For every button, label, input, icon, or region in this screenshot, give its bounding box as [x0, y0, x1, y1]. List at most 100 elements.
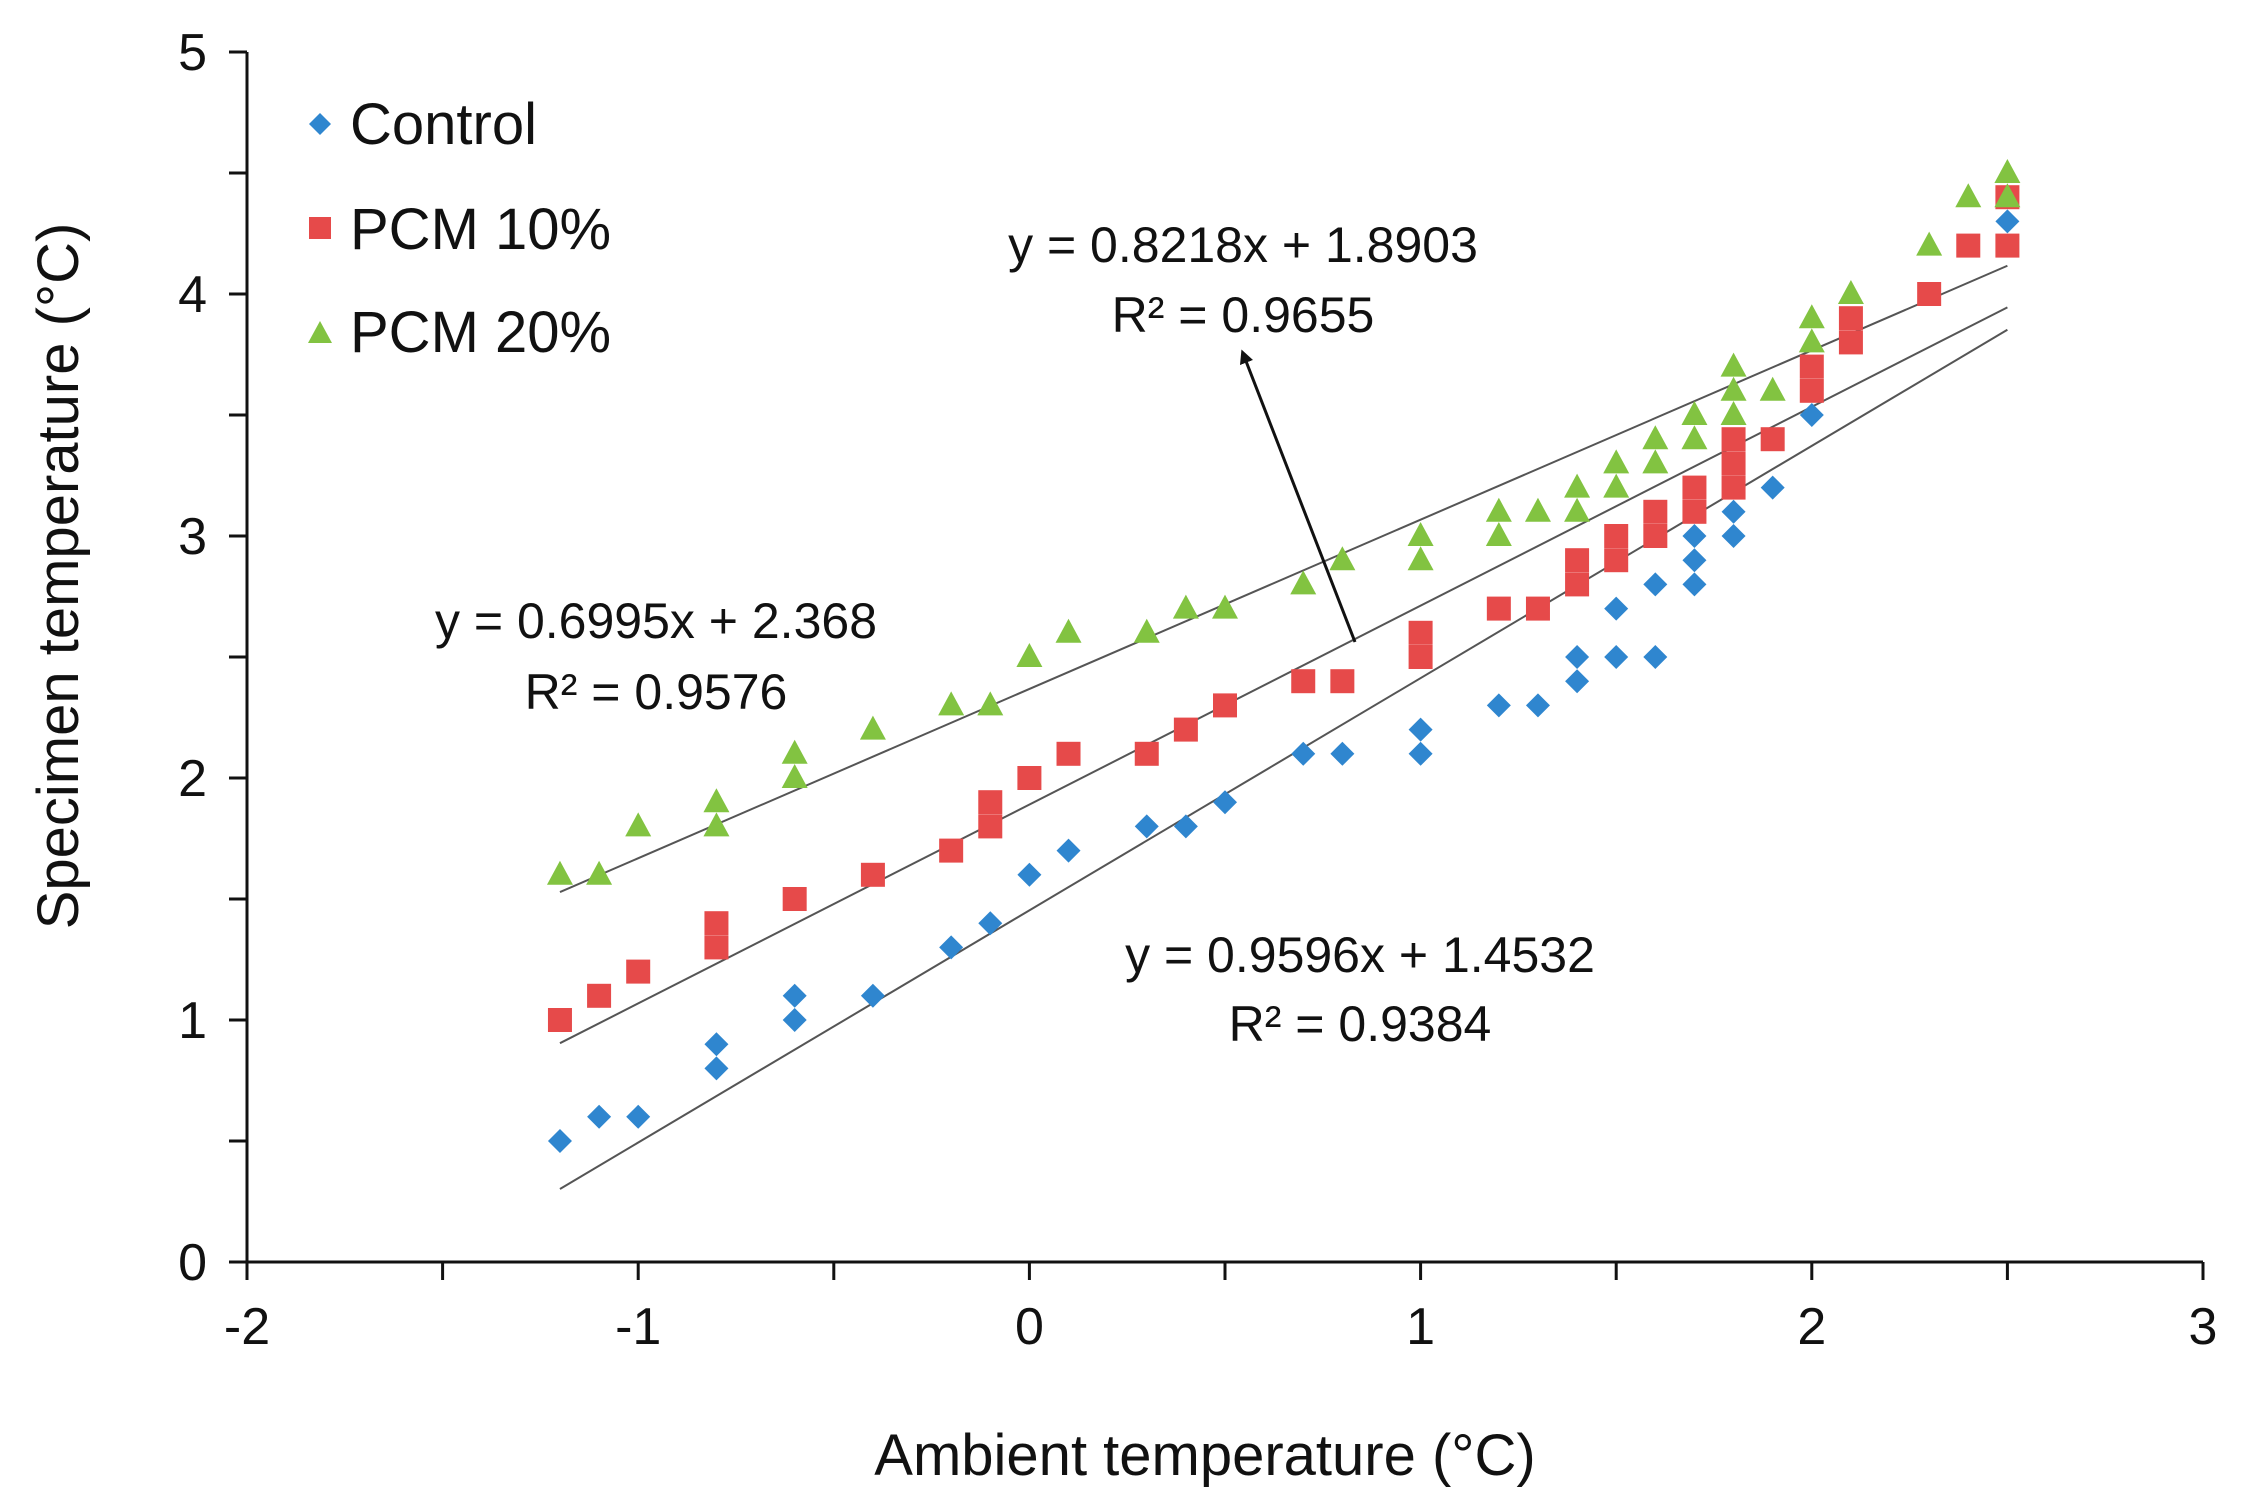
point-pcm20 — [1994, 183, 2021, 208]
point-pcm20 — [781, 739, 808, 764]
point-control — [1604, 596, 1629, 621]
legend-item-pcm10: PCM 10% — [309, 197, 611, 262]
point-pcm10 — [1721, 427, 1746, 452]
point-pcm20 — [1759, 376, 1786, 401]
point-pcm10 — [626, 959, 651, 984]
point-pcm20 — [1564, 497, 1591, 522]
point-pcm20 — [1212, 594, 1238, 619]
point-pcm20 — [1485, 522, 1512, 546]
point-pcm10 — [1291, 669, 1316, 694]
point-pcm10 — [1760, 427, 1785, 452]
r2-control: R² = 0.9384 — [1229, 996, 1492, 1052]
point-control — [1565, 645, 1590, 669]
point-control — [1760, 475, 1785, 500]
point-pcm10 — [1173, 717, 1198, 742]
point-pcm20 — [781, 764, 808, 788]
point-pcm20 — [1681, 401, 1708, 425]
point-control — [1173, 814, 1198, 839]
point-pcm10 — [1408, 620, 1433, 645]
point-pcm10 — [1525, 596, 1550, 621]
point-pcm10 — [1643, 524, 1668, 548]
point-pcm20 — [1603, 473, 1630, 498]
point-pcm20 — [1720, 352, 1747, 377]
point-pcm10 — [1604, 548, 1629, 573]
x-tick-label: 3 — [2189, 1298, 2218, 1356]
x-axis-title: Ambient temperature (°C) — [874, 1423, 1535, 1488]
point-pcm10 — [1917, 282, 1942, 306]
equation-control: y = 0.9596x + 1.4532 — [1125, 927, 1595, 983]
point-control — [1682, 548, 1707, 573]
point-pcm10 — [1134, 741, 1159, 766]
point-pcm10 — [1565, 572, 1590, 597]
point-pcm20 — [1564, 473, 1591, 498]
point-pcm10 — [1799, 378, 1824, 403]
y-axis-title: Specimen temperature (°C) — [26, 223, 91, 930]
legend-label-pcm20: PCM 20% — [350, 300, 611, 365]
point-pcm10 — [1682, 475, 1707, 500]
x-tick-label: -2 — [224, 1298, 270, 1356]
point-pcm20 — [625, 812, 652, 837]
x-tick-label: 1 — [1406, 1298, 1435, 1356]
point-control — [1721, 524, 1746, 548]
series-pcm20 — [546, 159, 2021, 885]
point-pcm10 — [1682, 499, 1707, 524]
point-pcm20 — [1133, 618, 1160, 643]
point-pcm10 — [1995, 233, 2020, 258]
point-pcm10 — [939, 838, 964, 863]
point-control — [1682, 524, 1707, 548]
point-control — [1525, 693, 1550, 718]
trendline-control — [559, 328, 2008, 1190]
legend-marker-control — [309, 113, 331, 135]
point-pcm10 — [587, 983, 612, 1008]
point-pcm10 — [1799, 354, 1824, 379]
point-pcm20 — [1055, 618, 1082, 643]
equation-pcm10: y = 0.8218x + 1.8903 — [1008, 217, 1478, 273]
point-pcm20 — [1603, 449, 1630, 474]
point-control — [626, 1104, 651, 1129]
point-control — [1408, 717, 1433, 742]
axes: 0 1 2 3 4 5 -2 -1 0 1 2 3 — [178, 24, 2217, 1356]
point-pcm20 — [1642, 449, 1669, 474]
point-pcm10 — [1408, 645, 1433, 669]
legend-marker-pcm10 — [309, 217, 331, 239]
point-pcm10 — [1486, 596, 1511, 621]
y-tick-label: 3 — [178, 508, 207, 566]
point-pcm10 — [1643, 499, 1668, 524]
point-pcm20 — [1916, 231, 1943, 256]
point-control — [978, 911, 1003, 936]
point-control — [704, 1056, 729, 1081]
r2-pcm20: R² = 0.9576 — [525, 664, 788, 720]
point-pcm20 — [1837, 280, 1864, 304]
point-pcm10 — [1956, 233, 1981, 258]
point-control — [782, 983, 807, 1008]
point-pcm20 — [1955, 183, 1982, 208]
point-pcm20 — [1798, 304, 1825, 329]
point-pcm10 — [1017, 766, 1042, 790]
point-control — [547, 1129, 572, 1153]
legend: Control PCM 10% PCM 20% — [308, 92, 611, 365]
point-control — [939, 935, 964, 960]
annotation-arrow — [1240, 349, 1357, 643]
point-control — [587, 1104, 612, 1129]
point-control — [1643, 572, 1668, 597]
point-pcm10 — [1056, 741, 1081, 766]
point-pcm10 — [978, 790, 1003, 815]
point-pcm20 — [1172, 594, 1199, 619]
point-pcm10 — [1838, 330, 1863, 355]
point-pcm10 — [1721, 475, 1746, 500]
point-control — [1643, 645, 1668, 669]
point-pcm20 — [703, 812, 730, 837]
point-pcm10 — [1565, 548, 1590, 573]
point-pcm20 — [1407, 522, 1434, 546]
point-pcm10 — [1838, 306, 1863, 331]
point-pcm20 — [1720, 401, 1747, 425]
point-control — [1213, 790, 1237, 815]
point-pcm20 — [546, 860, 573, 885]
point-pcm20 — [703, 788, 730, 813]
point-control — [1682, 572, 1707, 597]
point-pcm20 — [1681, 425, 1708, 450]
x-tick-label: 0 — [1015, 1298, 1044, 1356]
point-pcm10 — [860, 862, 885, 887]
point-control — [860, 983, 885, 1008]
point-pcm20 — [1642, 425, 1669, 450]
